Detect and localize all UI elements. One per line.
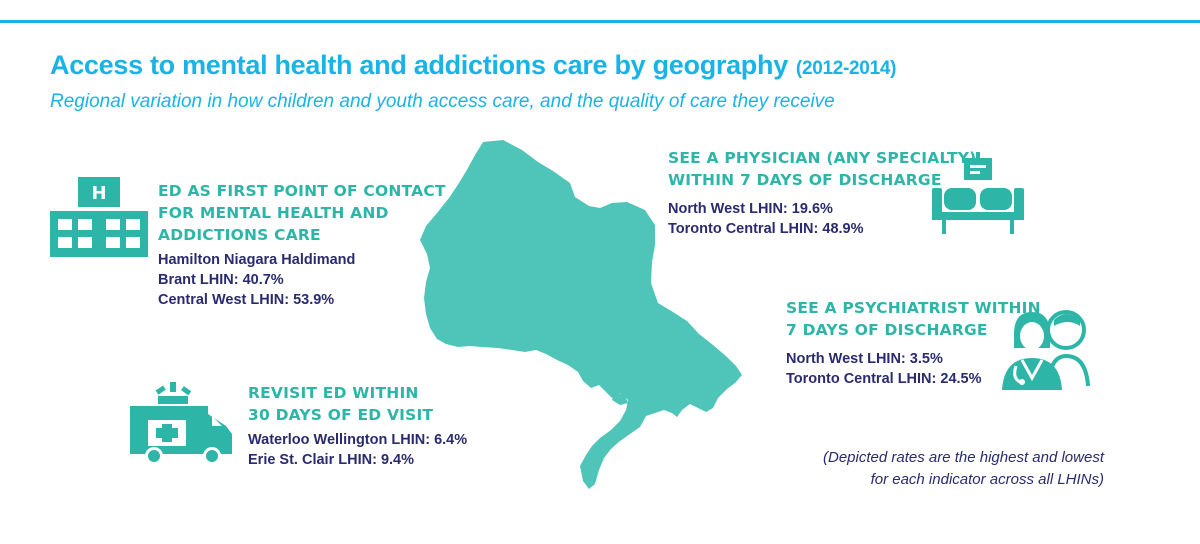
title-years: (2012-2014) bbox=[795, 58, 897, 79]
see-psychiatrist-stats: North West LHIN: 3.5% Toronto Central LH… bbox=[786, 351, 982, 387]
top-divider bbox=[0, 20, 1200, 23]
see-physician-block: SEE A PHYSICIAN (ANY SPECIALTY) WITHIN 7… bbox=[668, 147, 976, 239]
page-title: Access to mental health and addictions c… bbox=[50, 50, 897, 80]
see-psychiatrist-heading: SEE A PSYCHIATRIST WITHIN 7 DAYS OF DISC… bbox=[786, 299, 1041, 339]
waiting-room-icon bbox=[932, 152, 1024, 234]
revisit-ed-block: REVISIT ED WITHIN 30 DAYS OF ED VISIT Wa… bbox=[248, 382, 467, 470]
ed-first-contact-stats: Hamilton Niagara Haldimand Brant LHIN: 4… bbox=[158, 252, 356, 308]
svg-text:H: H bbox=[91, 183, 106, 204]
ed-first-contact-block: ED AS FIRST POINT OF CONTACT FOR MENTAL … bbox=[158, 180, 446, 310]
ambulance-icon bbox=[130, 382, 232, 465]
see-physician-heading: SEE A PHYSICIAN (ANY SPECIALTY) WITHIN 7… bbox=[668, 149, 977, 189]
ed-first-contact-heading: ED AS FIRST POINT OF CONTACT FOR MENTAL … bbox=[158, 182, 446, 244]
footnote: (Depicted rates are the highest and lowe… bbox=[823, 449, 1104, 488]
see-psychiatrist-block: SEE A PSYCHIATRIST WITHIN 7 DAYS OF DISC… bbox=[786, 297, 1041, 389]
doctor-patient-icon bbox=[1002, 310, 1090, 390]
revisit-ed-heading: REVISIT ED WITHIN 30 DAYS OF ED VISIT bbox=[248, 384, 434, 424]
hospital-icon: H bbox=[50, 177, 148, 257]
see-physician-stats: North West LHIN: 19.6% Toronto Central L… bbox=[668, 201, 864, 237]
page-subtitle: Regional variation in how children and y… bbox=[50, 91, 835, 112]
revisit-ed-stats: Waterloo Wellington LHIN: 6.4% Erie St. … bbox=[248, 432, 468, 468]
